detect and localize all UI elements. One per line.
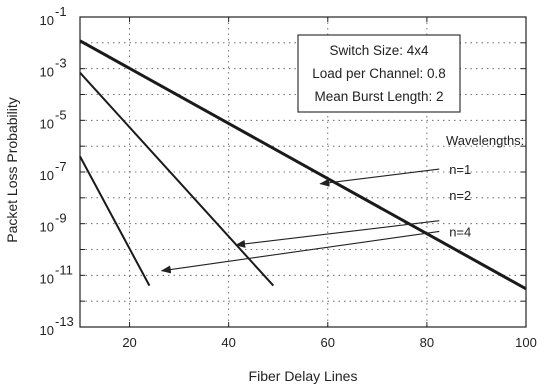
x-tick-label: 80 <box>420 335 434 350</box>
tick-labels: 20 40 60 80 10010-1310-1110-910-710-510-310-… <box>40 4 537 350</box>
y-tick-label: 10 <box>40 65 54 80</box>
annotation-label-n=2: n=2 <box>449 188 471 203</box>
y-tick-exponent: -7 <box>55 159 67 174</box>
info-box-line-1: Switch Size: 4x4 <box>329 43 429 58</box>
y-axis-label: Packet Loss Probability <box>4 97 20 243</box>
y-tick-label: 10 <box>40 168 54 183</box>
annotation-label-n=4: n=4 <box>449 224 471 239</box>
x-tick-label: 100 <box>515 335 537 350</box>
y-tick-exponent: -5 <box>55 107 67 122</box>
y-tick-label: 10 <box>40 116 54 131</box>
annotation-arrow-n=1 <box>319 168 440 187</box>
annotation-arrow-n=4 <box>160 230 440 274</box>
grid-lines <box>80 17 526 327</box>
info-box-line-3: Mean Burst Length: 2 <box>314 89 443 104</box>
series-line-n=1 <box>79 39 527 291</box>
info-box: Switch Size: 4x4 Load per Channel: 0.8 M… <box>297 34 461 113</box>
y-tick-exponent: -9 <box>55 211 67 226</box>
y-tick-exponent: -1 <box>55 4 67 19</box>
annotation-arrow-n=2 <box>235 220 440 248</box>
x-tick-label: 60 <box>321 335 335 350</box>
x-tick-label: 20 <box>122 335 136 350</box>
series-line-n=4 <box>79 155 151 287</box>
y-tick-label: 10 <box>40 271 54 286</box>
series-lines <box>79 39 527 291</box>
x-tick-label: 40 <box>221 335 235 350</box>
y-tick-label: 10 <box>40 220 54 235</box>
axis-ticks <box>80 16 527 328</box>
y-tick-exponent: -13 <box>55 314 74 329</box>
annotation-label-n=1: n=1 <box>449 162 471 177</box>
series-annotations: n=1 n=2 n=4 <box>160 162 471 274</box>
info-box-line-2: Load per Channel: 0.8 <box>312 66 446 81</box>
y-tick-exponent: -3 <box>55 56 67 71</box>
y-tick-exponent: -11 <box>55 262 73 277</box>
series-line-n=2 <box>79 72 275 287</box>
x-axis-label: Fiber Delay Lines <box>249 368 358 384</box>
y-tick-label: 10 <box>40 323 54 338</box>
legend-title: Wavelengths: <box>446 133 524 148</box>
y-tick-label: 10 <box>40 13 54 28</box>
